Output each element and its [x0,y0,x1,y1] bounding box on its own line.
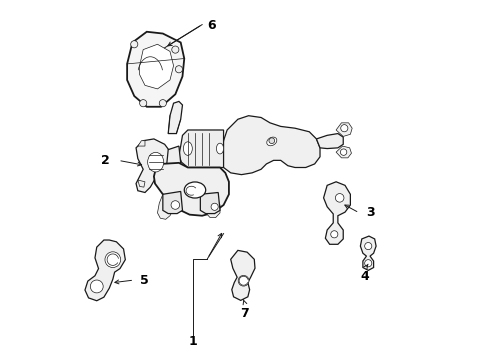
Polygon shape [220,116,320,175]
Circle shape [159,100,167,107]
Circle shape [365,260,372,267]
Ellipse shape [183,142,192,156]
Text: 7: 7 [240,307,248,320]
Polygon shape [323,182,350,244]
Polygon shape [207,196,220,217]
Ellipse shape [147,152,164,172]
Circle shape [238,275,249,286]
Polygon shape [231,250,255,300]
Polygon shape [157,194,173,219]
Polygon shape [163,192,182,213]
Circle shape [341,125,348,132]
Polygon shape [138,141,145,146]
Circle shape [131,41,138,48]
Ellipse shape [184,182,206,198]
Text: 4: 4 [360,270,369,283]
Circle shape [140,100,147,107]
Text: 5: 5 [140,274,148,287]
Polygon shape [317,134,343,149]
Polygon shape [140,44,173,89]
Polygon shape [336,146,351,158]
Polygon shape [127,32,184,107]
Text: 2: 2 [100,154,109,167]
Circle shape [90,280,103,293]
Circle shape [365,243,372,249]
Polygon shape [167,146,181,172]
Circle shape [341,149,347,156]
Circle shape [269,138,275,144]
Text: 3: 3 [366,206,374,219]
Polygon shape [200,193,220,213]
Polygon shape [85,240,125,301]
Polygon shape [154,163,229,216]
Ellipse shape [217,143,223,154]
Polygon shape [336,123,352,136]
Text: 1: 1 [189,335,197,348]
Polygon shape [360,236,376,270]
Circle shape [335,194,344,202]
Circle shape [175,66,182,73]
Circle shape [171,201,180,209]
Circle shape [211,203,218,210]
Polygon shape [136,139,170,193]
Polygon shape [138,180,145,187]
Ellipse shape [267,137,277,146]
Text: 6: 6 [207,19,216,32]
Circle shape [172,46,179,53]
Circle shape [105,252,121,267]
Circle shape [331,231,338,238]
Polygon shape [179,130,223,167]
Polygon shape [168,102,182,134]
